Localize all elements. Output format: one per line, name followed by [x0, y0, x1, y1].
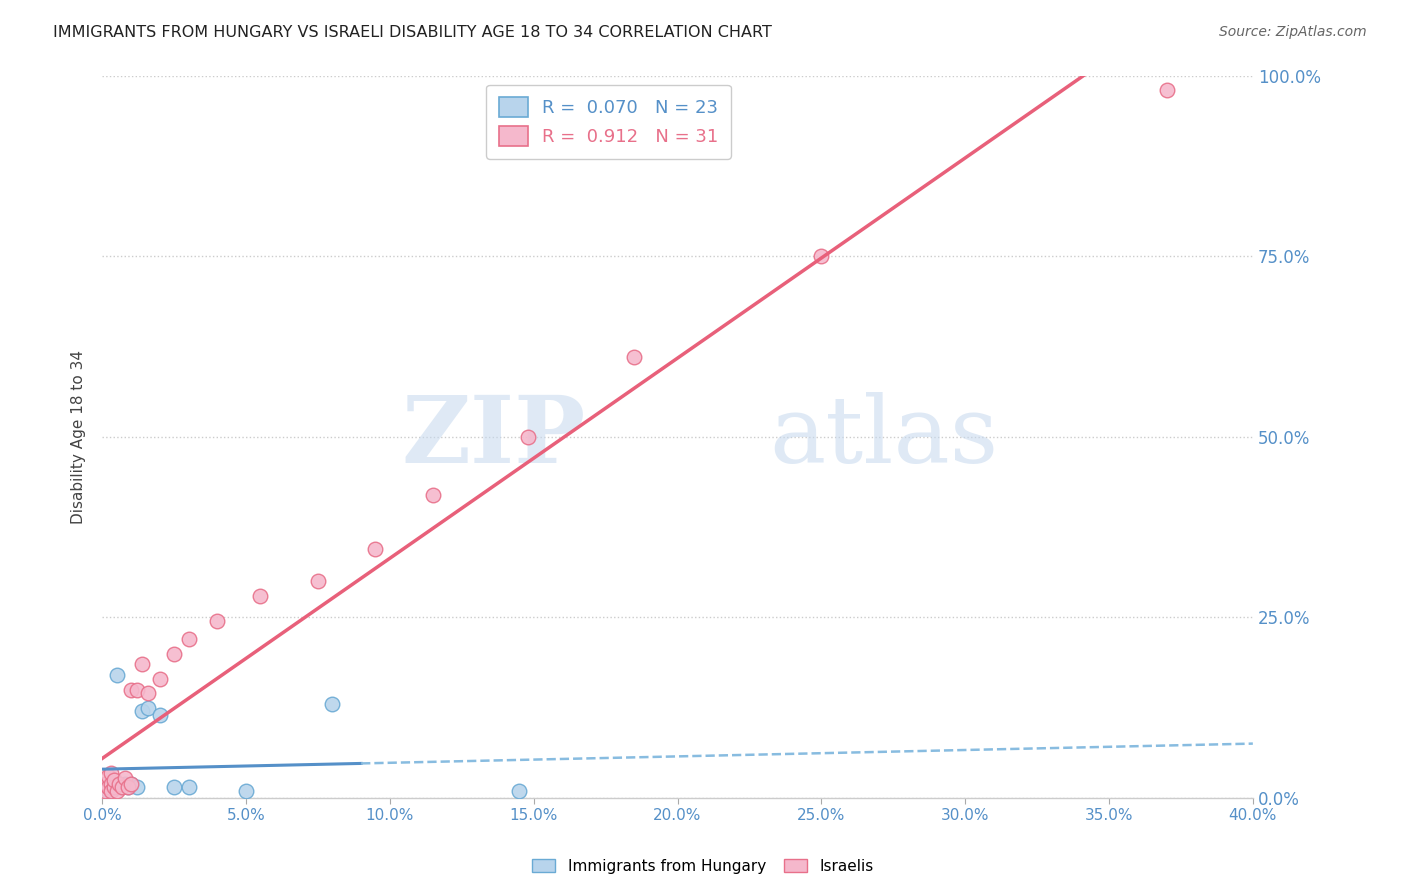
Point	[103, 772, 125, 787]
Point	[94, 776, 117, 790]
Point	[94, 784, 117, 798]
Point	[97, 784, 120, 798]
Point	[249, 589, 271, 603]
Point	[422, 487, 444, 501]
Point	[321, 697, 343, 711]
Point	[307, 574, 329, 589]
Point	[508, 784, 530, 798]
Point	[1156, 83, 1178, 97]
Point	[108, 776, 131, 790]
Y-axis label: Disability Age 18 to 34: Disability Age 18 to 34	[72, 350, 86, 524]
Point	[100, 765, 122, 780]
Point	[177, 632, 200, 646]
Point	[100, 784, 122, 798]
Point	[207, 614, 229, 628]
Point	[105, 784, 128, 798]
Point	[114, 776, 136, 790]
Text: Source: ZipAtlas.com: Source: ZipAtlas.com	[1219, 25, 1367, 39]
Point	[177, 780, 200, 795]
Point	[149, 708, 172, 723]
Point	[516, 430, 538, 444]
Point	[100, 780, 122, 795]
Point	[97, 776, 120, 790]
Legend: Immigrants from Hungary, Israelis: Immigrants from Hungary, Israelis	[526, 853, 880, 880]
Point	[103, 780, 125, 795]
Point	[149, 672, 172, 686]
Point	[97, 769, 120, 783]
Point	[111, 780, 134, 795]
Point	[97, 780, 120, 795]
Point	[364, 541, 387, 556]
Point	[100, 776, 122, 790]
Point	[100, 772, 122, 787]
Point	[235, 784, 257, 798]
Point	[108, 780, 131, 795]
Point	[103, 772, 125, 787]
Point	[120, 776, 142, 790]
Point	[111, 780, 134, 795]
Point	[623, 351, 645, 365]
Point	[117, 780, 139, 795]
Text: atlas: atlas	[769, 392, 998, 482]
Point	[117, 780, 139, 795]
Point	[136, 686, 159, 700]
Point	[136, 700, 159, 714]
Legend: R =  0.070   N = 23, R =  0.912   N = 31: R = 0.070 N = 23, R = 0.912 N = 31	[486, 85, 731, 159]
Point	[163, 780, 186, 795]
Point	[163, 647, 186, 661]
Point	[105, 668, 128, 682]
Text: ZIP: ZIP	[401, 392, 585, 482]
Point	[120, 682, 142, 697]
Point	[131, 657, 153, 672]
Point	[125, 682, 148, 697]
Point	[120, 776, 142, 790]
Point	[125, 780, 148, 795]
Point	[114, 771, 136, 785]
Point	[810, 249, 832, 263]
Point	[105, 776, 128, 790]
Point	[131, 704, 153, 718]
Point	[94, 776, 117, 790]
Text: IMMIGRANTS FROM HUNGARY VS ISRAELI DISABILITY AGE 18 TO 34 CORRELATION CHART: IMMIGRANTS FROM HUNGARY VS ISRAELI DISAB…	[53, 25, 772, 40]
Point	[103, 780, 125, 795]
